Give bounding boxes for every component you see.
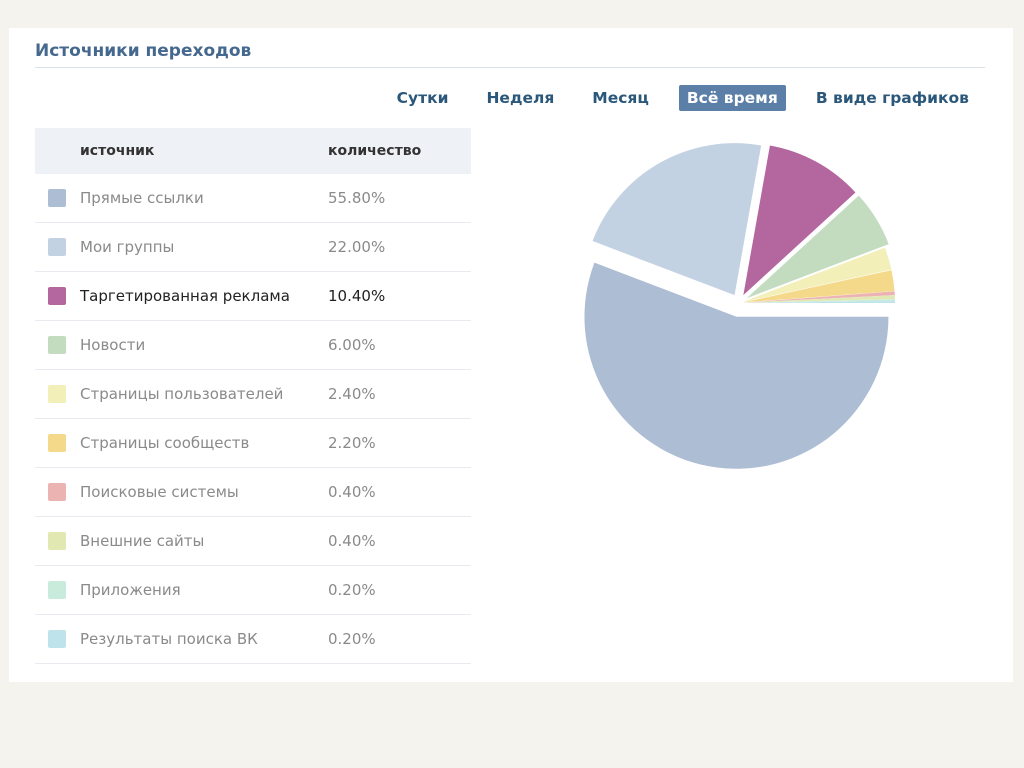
period-filters: Сутки Неделя Месяц Всё время В виде граф… (367, 85, 977, 111)
panel-title: Источники переходов (35, 41, 252, 61)
filter-week[interactable]: Неделя (486, 89, 555, 107)
source-name: Таргетированная реклама (80, 287, 290, 305)
filter-day[interactable]: Сутки (396, 89, 449, 107)
table-row[interactable]: Страницы пользователей 2.40% (35, 370, 471, 419)
pie-slice-community-pages[interactable] (742, 270, 895, 303)
legend-swatch (48, 189, 66, 207)
pie-slice-news[interactable] (746, 195, 889, 299)
table-row[interactable]: Приложения 0.20% (35, 566, 471, 615)
table-row[interactable]: Таргетированная реклама 10.40% (35, 272, 471, 321)
filter-as-graphs[interactable]: В виде графиков (815, 89, 969, 107)
source-name: Новости (80, 336, 146, 354)
source-name: Страницы пользователей (80, 385, 284, 403)
title-divider (35, 67, 985, 68)
pie-slice-search-engines[interactable] (742, 291, 895, 303)
source-name: Прямые ссылки (80, 189, 204, 207)
column-header-source: источник (80, 143, 155, 159)
table-body: Прямые ссылки 55.80% Мои группы 22.00% Тарге… (35, 174, 471, 664)
source-name: Поисковые системы (80, 483, 239, 501)
legend-swatch (48, 336, 66, 354)
source-name: Результаты поиска ВК (80, 630, 258, 648)
column-header-count: количество (328, 143, 422, 159)
source-percentage: 0.20% (328, 630, 376, 648)
pie-slice-my-groups[interactable] (592, 143, 762, 296)
table-row[interactable]: Новости 6.00% (35, 321, 471, 370)
legend-swatch (48, 385, 66, 403)
source-percentage: 10.40% (328, 287, 386, 305)
source-percentage: 0.40% (328, 532, 376, 550)
legend-swatch (48, 434, 66, 452)
source-name: Мои группы (80, 238, 175, 256)
source-name: Страницы сообществ (80, 434, 250, 452)
pie-chart (584, 143, 895, 469)
source-name: Внешние сайты (80, 532, 205, 550)
sources-table: источник количество Прямые ссылки 55.80% М… (35, 128, 471, 664)
pie-slice-apps[interactable] (742, 299, 895, 303)
pie-slice-external-sites[interactable] (742, 295, 895, 303)
legend-swatch (48, 287, 66, 305)
table-row[interactable]: Внешние сайты 0.40% (35, 517, 471, 566)
pie-slice-user-pages[interactable] (742, 247, 892, 302)
filter-month[interactable]: Месяц (592, 89, 649, 107)
source-percentage: 55.80% (328, 189, 386, 207)
sources-panel: Источники переходов Сутки Неделя Месяц В… (9, 28, 1013, 682)
table-row[interactable]: Страницы сообществ 2.20% (35, 419, 471, 468)
source-percentage: 0.20% (328, 581, 376, 599)
table-row[interactable]: Мои группы 22.00% (35, 223, 471, 272)
table-row[interactable]: Поисковые системы 0.40% (35, 468, 471, 517)
table-row[interactable]: Результаты поиска ВК 0.20% (35, 615, 471, 664)
pie-slice-direct-links[interactable] (584, 262, 889, 469)
legend-swatch (48, 630, 66, 648)
source-percentage: 0.40% (328, 483, 376, 501)
pie-slice-vk-search[interactable] (742, 301, 895, 303)
source-name: Приложения (80, 581, 181, 599)
legend-swatch (48, 238, 66, 256)
legend-swatch (48, 483, 66, 501)
source-percentage: 6.00% (328, 336, 376, 354)
source-percentage: 2.40% (328, 385, 376, 403)
filter-all-time[interactable]: Всё время (678, 85, 786, 111)
legend-swatch (48, 532, 66, 550)
source-percentage: 22.00% (328, 238, 386, 256)
source-percentage: 2.20% (328, 434, 376, 452)
table-row[interactable]: Прямые ссылки 55.80% (35, 174, 471, 223)
pie-slice-targeted-ads[interactable] (743, 145, 856, 296)
legend-swatch (48, 581, 66, 599)
table-header: источник количество (35, 128, 471, 174)
